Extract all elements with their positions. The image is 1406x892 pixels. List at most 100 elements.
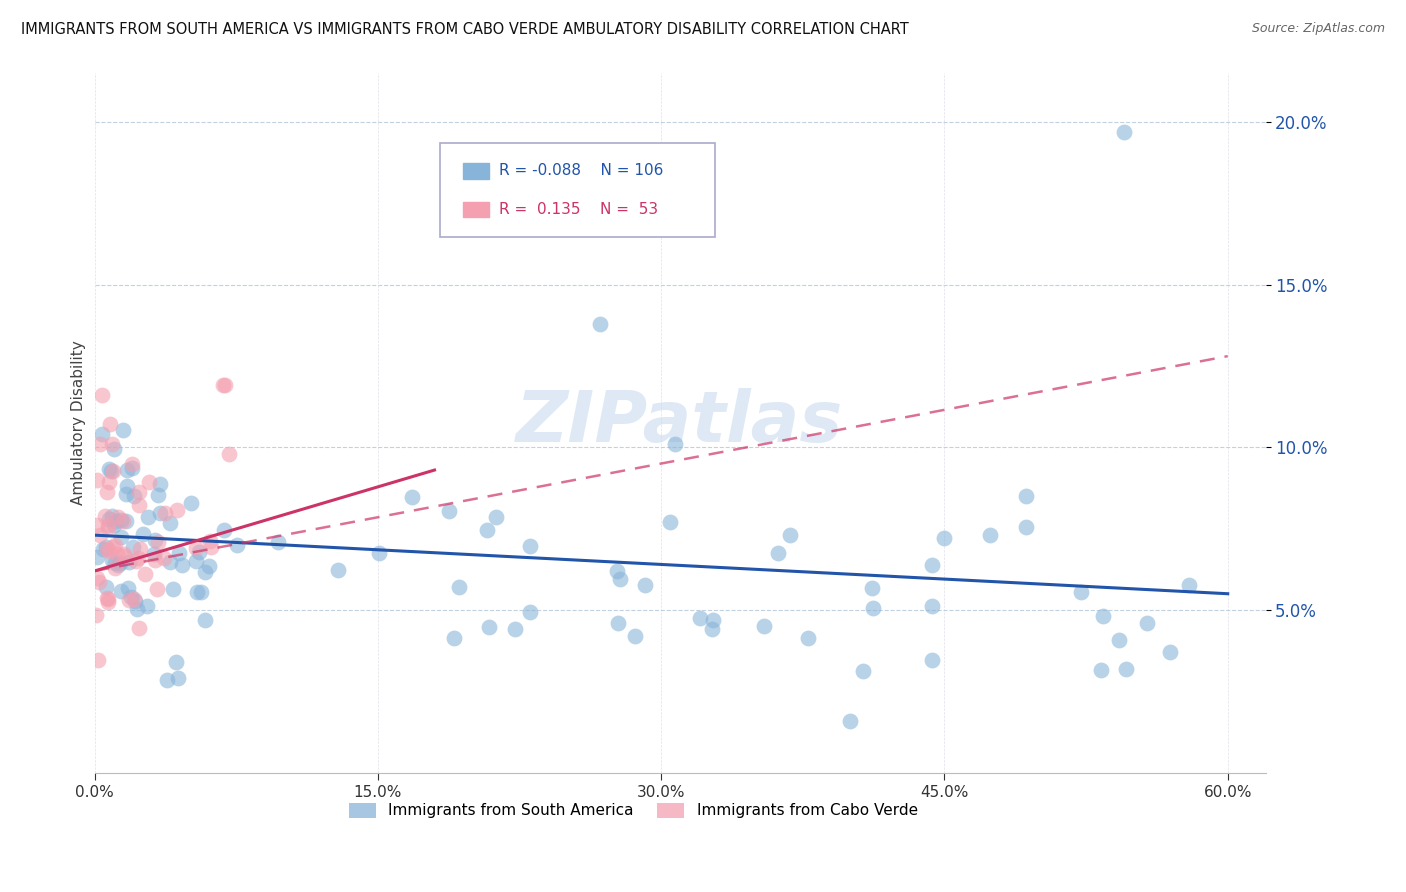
Point bbox=[838, 714, 860, 728]
Point bbox=[110, 513, 132, 527]
Point bbox=[198, 559, 221, 574]
Text: R =  0.135    N =  53: R = 0.135 N = 53 bbox=[499, 202, 658, 217]
Point bbox=[122, 591, 145, 606]
Point bbox=[115, 514, 138, 528]
Point bbox=[136, 599, 159, 614]
Point bbox=[124, 594, 146, 608]
Point bbox=[97, 544, 120, 558]
Point bbox=[129, 541, 152, 556]
Point bbox=[148, 488, 170, 502]
Point bbox=[117, 592, 139, 607]
Point bbox=[100, 464, 122, 478]
Point bbox=[96, 591, 118, 605]
Point bbox=[1108, 633, 1130, 648]
Point bbox=[104, 538, 127, 552]
Point bbox=[98, 511, 121, 525]
Point bbox=[110, 584, 132, 599]
Point bbox=[105, 514, 128, 528]
Point bbox=[107, 510, 129, 524]
Point bbox=[110, 530, 132, 544]
Point bbox=[128, 485, 150, 500]
Point bbox=[125, 554, 148, 568]
Point bbox=[121, 457, 143, 471]
Point bbox=[779, 528, 801, 542]
Point bbox=[101, 437, 124, 451]
Point bbox=[184, 554, 207, 568]
Text: IMMIGRANTS FROM SOUTH AMERICA VS IMMIGRANTS FROM CABO VERDE AMBULATORY DISABILIT: IMMIGRANTS FROM SOUTH AMERICA VS IMMIGRA… bbox=[21, 22, 908, 37]
Point bbox=[447, 580, 470, 594]
Point bbox=[101, 509, 124, 524]
Point bbox=[702, 613, 724, 627]
Point bbox=[108, 556, 131, 570]
Point bbox=[120, 590, 142, 604]
FancyBboxPatch shape bbox=[440, 143, 716, 237]
Point bbox=[326, 563, 349, 577]
Bar bbox=[464, 163, 489, 178]
Point bbox=[148, 535, 170, 549]
Point bbox=[143, 533, 166, 548]
Point bbox=[401, 491, 423, 505]
Point bbox=[112, 547, 135, 561]
Point bbox=[862, 601, 884, 615]
Point bbox=[149, 476, 172, 491]
Point bbox=[101, 464, 124, 478]
Point bbox=[112, 514, 135, 528]
Point bbox=[98, 475, 121, 489]
Point bbox=[105, 547, 128, 561]
Point bbox=[87, 653, 110, 667]
Point bbox=[89, 528, 111, 542]
Point bbox=[125, 602, 148, 616]
Point bbox=[149, 507, 172, 521]
Point bbox=[921, 599, 943, 613]
Point bbox=[194, 613, 217, 627]
Point bbox=[127, 551, 149, 566]
Point bbox=[143, 553, 166, 567]
Point bbox=[1090, 663, 1112, 677]
Y-axis label: Ambulatory Disability: Ambulatory Disability bbox=[72, 341, 86, 505]
Point bbox=[1159, 645, 1181, 659]
Point bbox=[117, 463, 139, 477]
Point bbox=[98, 462, 121, 476]
Point bbox=[797, 631, 820, 645]
Point bbox=[114, 487, 136, 501]
Point bbox=[97, 517, 120, 532]
Point bbox=[1015, 489, 1038, 503]
Point bbox=[98, 417, 121, 432]
Point bbox=[609, 572, 631, 586]
Point bbox=[101, 553, 124, 567]
Bar bbox=[464, 202, 489, 217]
Point bbox=[103, 517, 125, 532]
Point bbox=[101, 540, 124, 554]
Point bbox=[214, 377, 236, 392]
Point bbox=[689, 611, 711, 625]
Point bbox=[86, 518, 108, 533]
Point bbox=[658, 515, 681, 529]
Point bbox=[437, 504, 460, 518]
Point bbox=[165, 655, 187, 669]
Point bbox=[112, 423, 135, 437]
Point bbox=[146, 582, 169, 596]
Point bbox=[852, 665, 875, 679]
Point bbox=[700, 622, 723, 636]
Point bbox=[634, 578, 657, 592]
Point bbox=[921, 653, 943, 667]
Point bbox=[519, 605, 541, 619]
Point bbox=[94, 508, 117, 523]
Point bbox=[128, 621, 150, 635]
Point bbox=[91, 541, 114, 556]
Point bbox=[134, 566, 156, 581]
Point bbox=[97, 521, 120, 535]
Point bbox=[170, 558, 193, 572]
Point bbox=[124, 489, 146, 503]
Point bbox=[153, 506, 176, 520]
Point bbox=[267, 534, 290, 549]
Point bbox=[156, 673, 179, 687]
Point bbox=[97, 595, 120, 609]
Point bbox=[87, 574, 110, 589]
Point bbox=[1112, 124, 1135, 138]
Point bbox=[190, 585, 212, 599]
Point bbox=[194, 565, 217, 579]
Point bbox=[121, 460, 143, 475]
Point bbox=[218, 447, 240, 461]
Point bbox=[86, 571, 108, 585]
